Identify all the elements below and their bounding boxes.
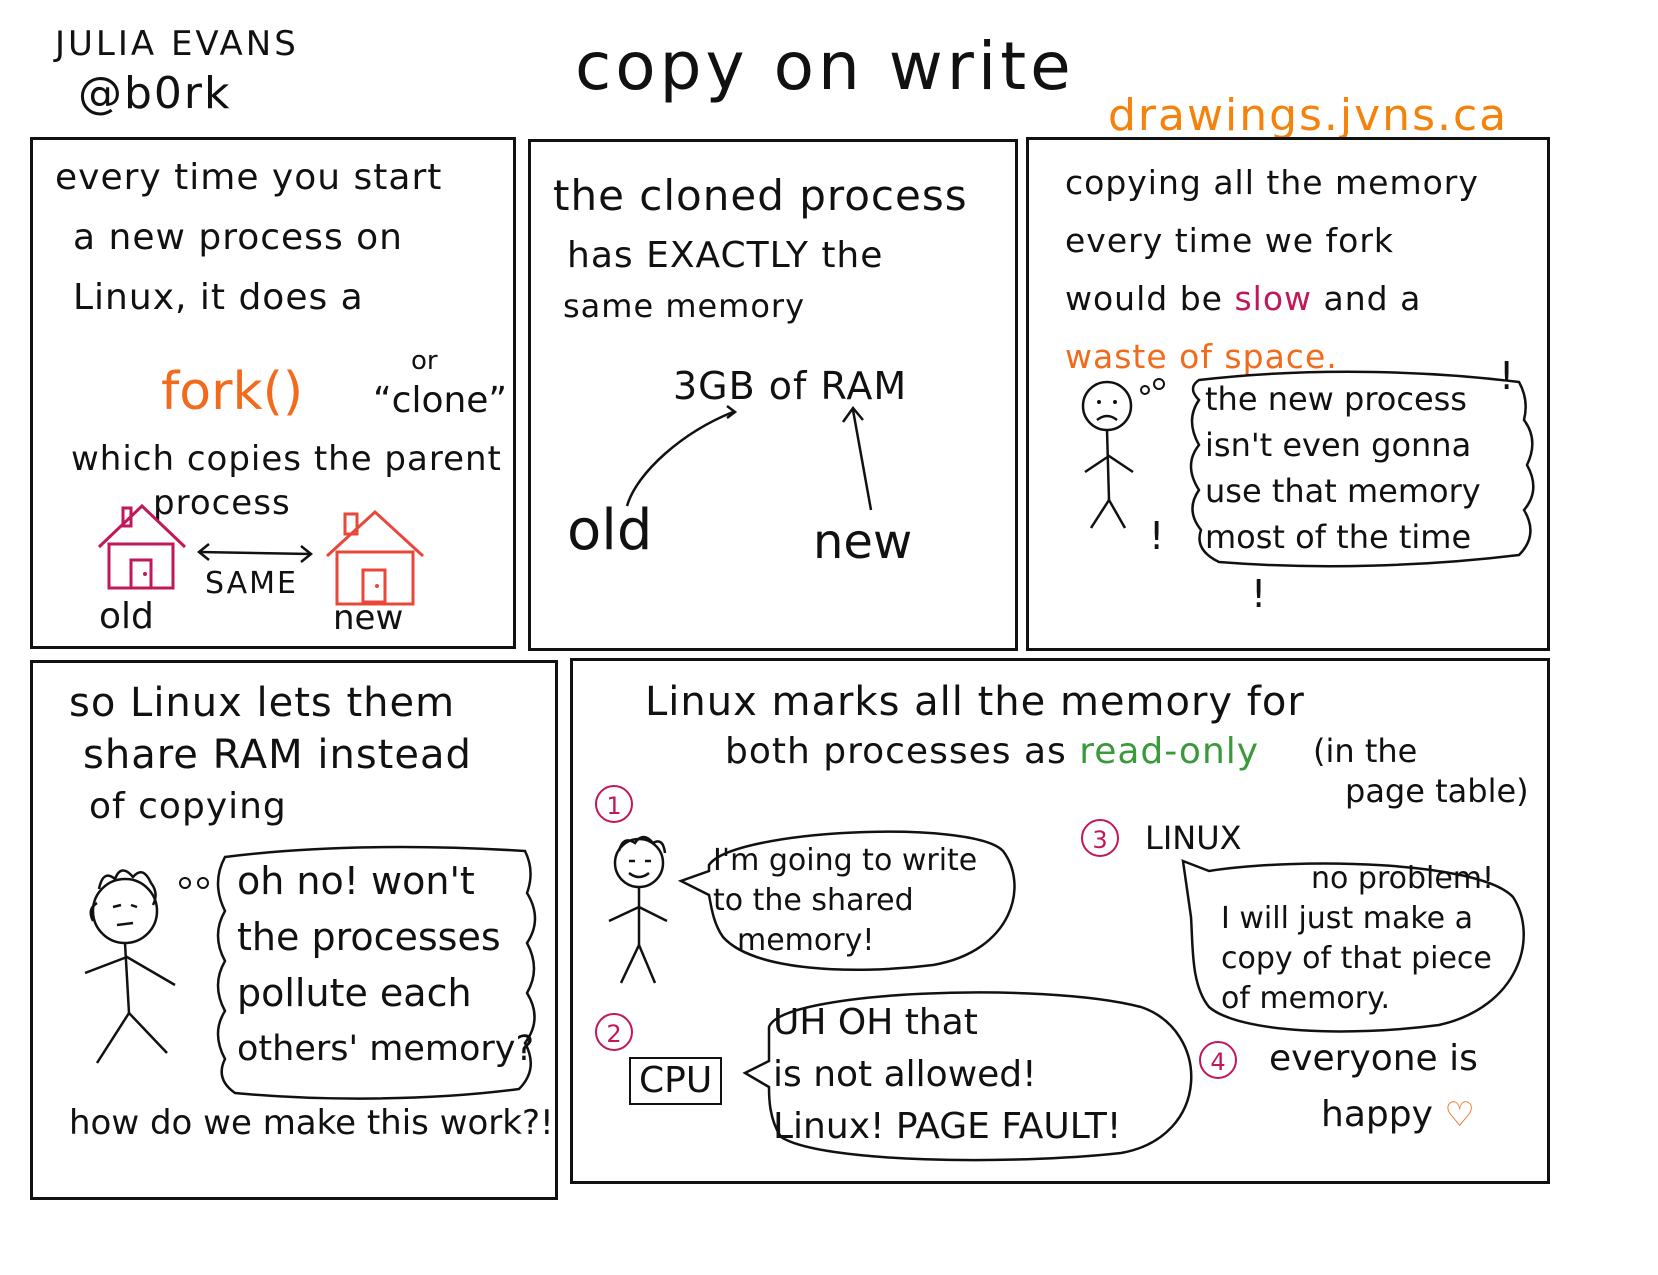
new-house-label: new — [333, 598, 404, 638]
text-line: the cloned process — [553, 171, 968, 220]
panel-fork-which: which copies the parent process — [71, 432, 502, 520]
page-title: copy on write — [575, 28, 1075, 105]
text-line: isn't even gonna — [1205, 426, 1472, 464]
text-line: copying all the memory — [1065, 163, 1479, 202]
panel-fork-intro: every time you start a new process on Li… — [55, 148, 442, 328]
cpu-box: CPU — [629, 1057, 723, 1105]
old-label: old — [567, 498, 653, 563]
same-label: SAME — [205, 566, 298, 601]
text-line: I'm going to write — [713, 843, 978, 878]
text-line: Linux! PAGE FAULT! — [773, 1106, 1122, 1147]
text-line: which copies the parent — [71, 439, 502, 479]
panel-waste: copying all the memory every time we for… — [1026, 137, 1550, 651]
text-line: to the shared — [713, 883, 914, 918]
panel-share-intro: so Linux lets them share RAM instead of … — [69, 677, 472, 833]
step-3-speech: no problem! I will just make a copy of t… — [1221, 859, 1494, 1019]
text-line: every time we fork — [1065, 221, 1395, 260]
text-line: has EXACTLY the — [567, 235, 884, 276]
text-line: Linux, it does a — [73, 277, 364, 318]
author-handle: @b0rk — [78, 68, 232, 119]
site-url[interactable]: drawings.jvns.ca — [1108, 90, 1509, 141]
panel-fork: every time you start a new process on Li… — [30, 137, 516, 649]
text-line: every time you start — [55, 157, 443, 198]
new-arrow-icon — [841, 405, 873, 511]
clone-label: “clone” — [373, 380, 508, 421]
linux-label: LINUX — [1145, 819, 1242, 857]
worried-person-icon — [84, 869, 209, 1064]
old-house-icon — [97, 503, 187, 590]
fork-call: fork() — [161, 362, 304, 422]
or-label: or — [411, 346, 438, 376]
text-line: use that memory — [1205, 472, 1481, 510]
text-line: of memory. — [1221, 981, 1391, 1016]
readonly-intro-line1: Linux marks all the memory for — [645, 679, 1305, 725]
step-2-number: 2 — [595, 1013, 633, 1051]
step-3-number: 3 — [1081, 819, 1119, 857]
panel-share-question: how do we make this work?! — [69, 1103, 554, 1143]
ram-label: 3GB of RAM — [673, 364, 908, 408]
text-line: is not allowed! — [773, 1054, 1037, 1095]
double-arrow-icon — [196, 543, 314, 563]
text-line: the processes — [237, 915, 501, 959]
text-line: most of the time — [1205, 518, 1472, 556]
step-4-number: 4 — [1199, 1041, 1237, 1079]
read-only-word: read-only — [1079, 731, 1260, 772]
text-line: everyone is — [1269, 1038, 1478, 1079]
speech-bubble-icon — [742, 991, 1193, 1162]
heart-icon: ♡ — [1444, 1095, 1475, 1135]
step-1-speech: I'm going to write to the shared memory! — [713, 841, 977, 961]
step-4-text: everyone is happy ♡ — [1269, 1031, 1478, 1143]
page-table-note: (in the page table) — [1313, 731, 1529, 811]
old-house-label: old — [99, 596, 154, 637]
text-segment: happy — [1321, 1094, 1433, 1135]
step-1-number: 1 — [595, 785, 633, 823]
text-line: so Linux lets them — [69, 680, 456, 726]
exclaim-mark: ! — [1149, 514, 1165, 558]
speech-bubble-icon — [677, 830, 1016, 972]
step-2-speech: UH OH that is not allowed! Linux! PAGE F… — [773, 997, 1121, 1153]
thought-text: oh no! won't the processes pollute each … — [237, 853, 534, 1077]
text-line: memory! — [737, 923, 875, 958]
thought-text: the new process isn't even gonna use tha… — [1205, 376, 1481, 560]
exclaim-mark: ! — [1499, 354, 1515, 398]
text-line: others' memory? — [237, 1029, 535, 1069]
panel-waste-intro: copying all the memory every time we for… — [1065, 154, 1479, 386]
new-house-icon — [325, 509, 425, 606]
text-line: would be slow and a — [1065, 270, 1479, 328]
speech-bubble-icon — [1181, 859, 1525, 1033]
text-line: (in the — [1313, 732, 1418, 770]
text-line: same memory — [563, 287, 806, 325]
old-arrow-icon — [625, 405, 738, 507]
panel-share: so Linux lets them share RAM instead of … — [30, 660, 558, 1200]
text-line: the new process — [1205, 380, 1467, 418]
text-line: happy ♡ — [1269, 1087, 1478, 1143]
text-segment: both processes as — [725, 731, 1080, 772]
happy-person-icon — [608, 835, 668, 984]
text-line: of copying — [89, 786, 287, 827]
text-segment: would be — [1065, 279, 1235, 318]
text-line: share RAM instead — [83, 732, 472, 778]
thought-cloud-icon — [216, 845, 537, 1100]
readonly-intro-line2: both processes as read-only — [725, 731, 1259, 772]
text-line: process — [153, 483, 291, 523]
text-line: no problem! — [1311, 861, 1495, 896]
thought-cloud-icon — [1189, 370, 1535, 568]
text-line: oh no! won't — [237, 859, 475, 903]
text-line: a new process on — [73, 217, 403, 258]
panel-cloned-intro: the cloned process has EXACTLY the same … — [553, 166, 968, 326]
author-name: JULIA EVANS — [55, 24, 299, 64]
new-label: new — [813, 514, 913, 570]
text-line: page table) — [1345, 772, 1529, 810]
text-line: UH OH that — [773, 1002, 978, 1043]
text-line: I will just make a — [1221, 901, 1474, 936]
text-line: pollute each — [237, 971, 472, 1015]
panel-cloned: the cloned process has EXACTLY the same … — [528, 139, 1018, 651]
waste-phrase: waste of space. — [1065, 337, 1338, 376]
panel-readonly: Linux marks all the memory for both proc… — [570, 658, 1550, 1184]
text-line: copy of that piece — [1221, 941, 1492, 976]
text-segment: and a — [1312, 279, 1422, 318]
slow-word: slow — [1234, 279, 1312, 318]
sad-person-icon — [1081, 378, 1165, 529]
exclaim-mark: ! — [1251, 572, 1267, 616]
